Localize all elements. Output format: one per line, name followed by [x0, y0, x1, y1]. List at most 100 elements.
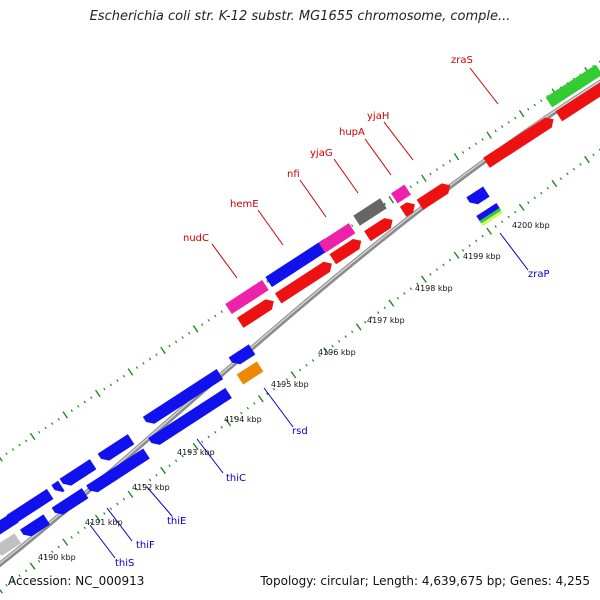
- minor-tick: [514, 116, 517, 120]
- minor-tick: [579, 163, 582, 166]
- gene-label[interactable]: thiC: [226, 473, 246, 484]
- minor-tick: [533, 196, 536, 200]
- gene-arrow-2[interactable]: [274, 259, 335, 304]
- gene-feature-blue-2[interactable]: [97, 434, 135, 464]
- gene-arrow-8[interactable]: [555, 79, 600, 122]
- rsd-feature[interactable]: [236, 361, 264, 385]
- major-tick: [518, 109, 525, 118]
- major-tick: [388, 196, 395, 204]
- minor-tick: [461, 249, 465, 252]
- gene-feature-blue-1[interactable]: [142, 369, 224, 427]
- gene-feature-hupA[interactable]: [391, 184, 411, 204]
- major-tick: [160, 466, 166, 475]
- minor-tick: [527, 107, 530, 111]
- minor-tick: [468, 244, 471, 247]
- gene-arrow-7[interactable]: [483, 114, 557, 168]
- zraP-feature[interactable]: [476, 202, 503, 227]
- minor-tick: [11, 579, 15, 582]
- thiC-feature[interactable]: [148, 387, 232, 448]
- minor-tick: [311, 359, 315, 362]
- reverse-arrow-features: [0, 202, 503, 558]
- gene-label[interactable]: hupA: [339, 127, 365, 138]
- major-tick: [584, 155, 590, 164]
- minor-tick: [174, 459, 178, 463]
- gene-label[interactable]: thiE: [167, 516, 186, 527]
- minor-tick: [207, 435, 210, 439]
- minor-tick: [435, 268, 439, 271]
- kbp-label: 4200 kbp: [512, 221, 550, 230]
- gene-arrow-4[interactable]: [364, 215, 396, 242]
- minor-tick: [214, 430, 217, 434]
- major-tick: [421, 174, 427, 182]
- minor-tick: [481, 138, 484, 141]
- kbp-label: 4195 kbp: [271, 380, 309, 389]
- minor-tick: [533, 103, 536, 107]
- thiF-feature[interactable]: [51, 488, 89, 518]
- major-tick: [127, 490, 134, 499]
- minor-tick: [57, 417, 60, 421]
- gene-label[interactable]: thiF: [136, 540, 155, 551]
- gene-feature-blue-7[interactable]: [228, 344, 256, 367]
- minor-tick: [540, 99, 543, 103]
- minor-tick: [51, 550, 54, 554]
- gene-feature-yjaG[interactable]: [353, 198, 387, 226]
- gene-label[interactable]: rsd: [292, 426, 308, 437]
- kbp-labels: 4190 kbp 4191 kbp 4192 kbp 4193 kbp 4194…: [38, 221, 550, 562]
- gene-label[interactable]: yjaH: [367, 111, 389, 122]
- major-tick: [453, 153, 460, 161]
- kbp-label: 4199 kbp: [463, 252, 501, 261]
- major-tick: [518, 203, 525, 212]
- gene-feature-blue-5[interactable]: [6, 488, 54, 525]
- minor-tick: [318, 354, 321, 357]
- minor-tick: [448, 159, 452, 163]
- gene-feature-blue-8[interactable]: [466, 186, 490, 208]
- thiS-feature[interactable]: [19, 514, 51, 539]
- minor-tick: [24, 439, 28, 443]
- gene-feature-blue-3[interactable]: [59, 459, 97, 489]
- gene-arrow-1[interactable]: [236, 296, 277, 328]
- gene-feature-blue-4[interactable]: [51, 480, 65, 495]
- minor-tick: [461, 151, 465, 154]
- minor-tick: [266, 392, 269, 396]
- minor-tick: [364, 320, 367, 324]
- gene-feature-nfi[interactable]: [318, 223, 356, 253]
- minor-tick: [559, 177, 563, 181]
- thiH-feature[interactable]: [0, 533, 22, 558]
- gene-label[interactable]: zraS: [451, 55, 473, 66]
- minor-tick: [344, 335, 347, 338]
- minor-tick: [214, 314, 217, 318]
- kbp-label: 4196 kbp: [318, 348, 356, 357]
- gene-feature-nudC[interactable]: [225, 279, 269, 315]
- gene-feature-hemE[interactable]: [265, 238, 331, 288]
- gene-arrow-5[interactable]: [399, 199, 418, 217]
- minor-tick: [220, 426, 223, 429]
- gene-arrow-3[interactable]: [329, 236, 364, 265]
- minor-tick: [83, 400, 86, 404]
- major-tick: [127, 368, 134, 376]
- minor-tick: [103, 512, 106, 515]
- minor-tick: [500, 125, 504, 128]
- gene-label[interactable]: hemE: [230, 199, 259, 210]
- minor-tick: [572, 167, 576, 171]
- minor-tick: [507, 120, 510, 124]
- minor-tick: [155, 353, 158, 357]
- major-tick: [192, 325, 199, 333]
- gene-label[interactable]: nfi: [287, 169, 300, 180]
- gene-label[interactable]: nudC: [183, 233, 209, 244]
- minor-tick: [494, 225, 497, 228]
- gene-arrow-6[interactable]: [416, 180, 454, 210]
- minor-tick: [474, 142, 478, 146]
- thiE-feature[interactable]: [86, 448, 150, 495]
- gene-label[interactable]: zraP: [528, 269, 550, 280]
- minor-tick: [168, 344, 171, 348]
- gene-feature-zraS[interactable]: [545, 64, 600, 108]
- minor-tick: [109, 383, 113, 387]
- minor-tick: [429, 172, 432, 176]
- gene-labels-bottom: thiS thiF thiE thiC rsd zraP: [115, 269, 550, 569]
- gene-label[interactable]: yjaG: [310, 148, 333, 159]
- gene-label[interactable]: thiS: [115, 558, 134, 569]
- major-tick: [323, 347, 330, 355]
- major-tick: [420, 275, 427, 283]
- gene-feature-blue-6[interactable]: [0, 512, 19, 539]
